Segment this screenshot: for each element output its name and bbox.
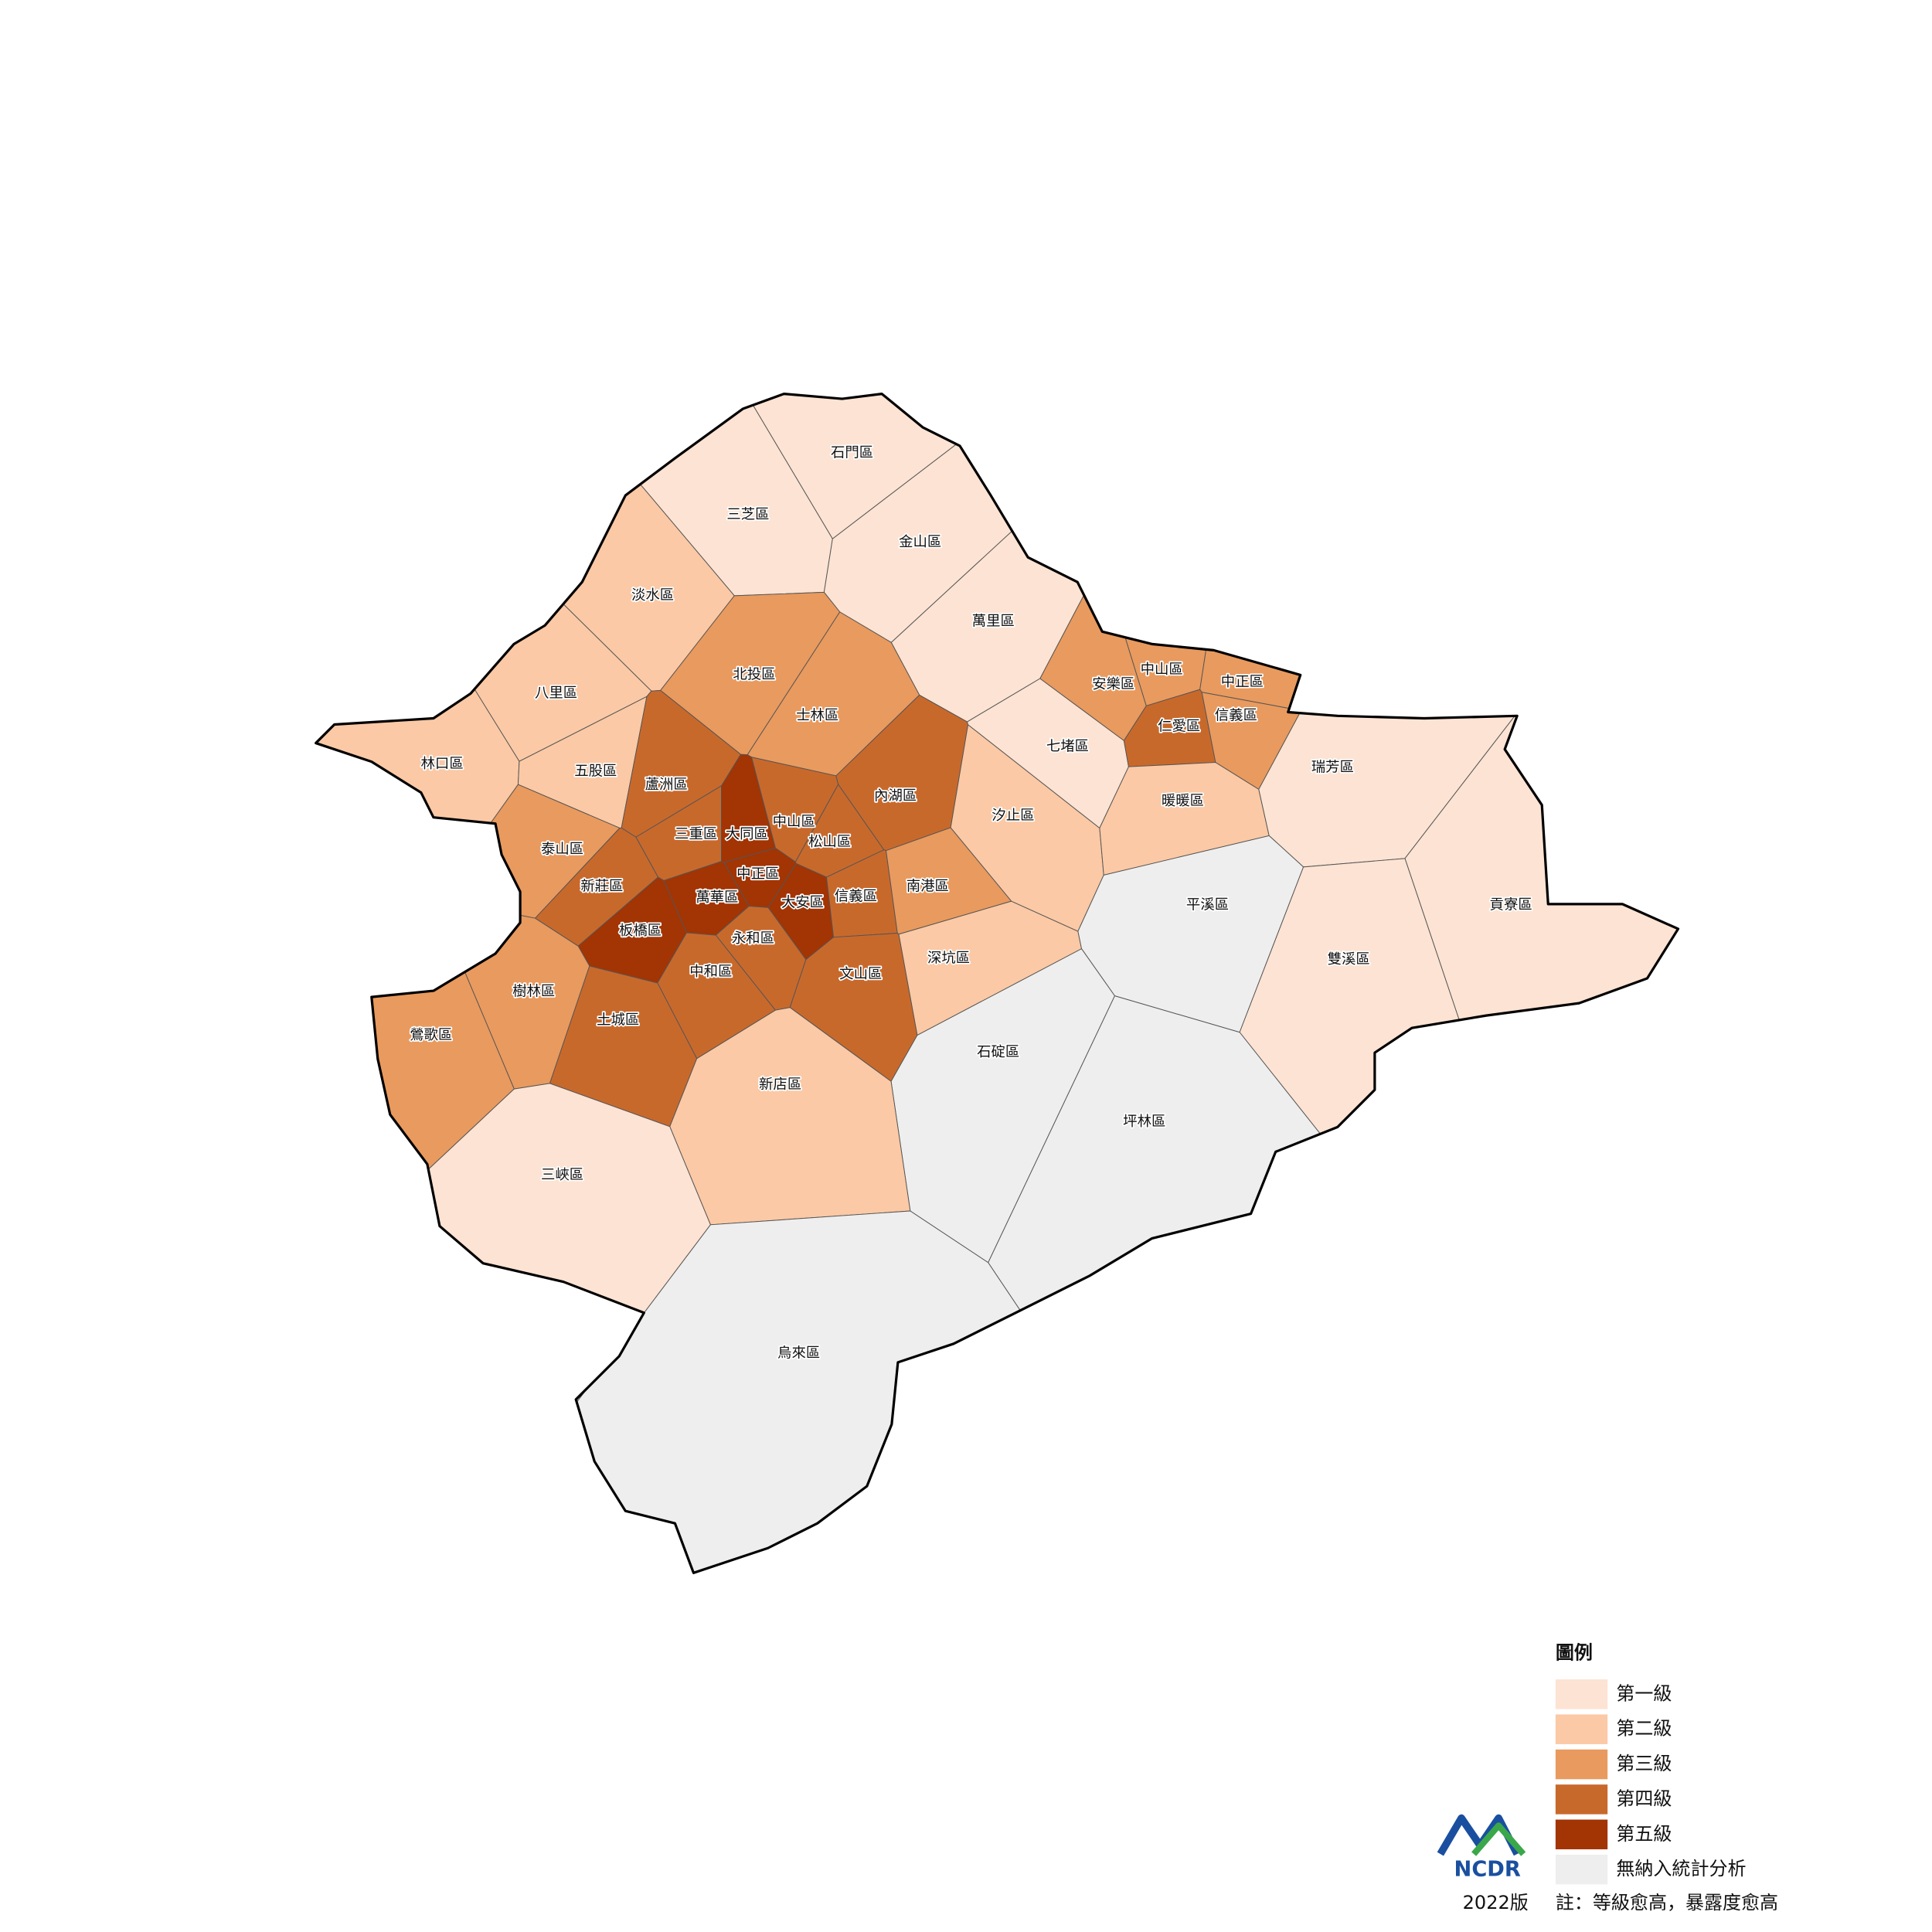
district-label: 坪林區 — [1123, 1114, 1165, 1130]
legend-title: 圖例 — [1556, 1641, 1593, 1663]
district-label: 大安區 — [781, 894, 824, 910]
legend-swatch — [1555, 1679, 1608, 1709]
district-label: 平溪區 — [1186, 897, 1229, 913]
district-label: 鶯歌區 — [410, 1027, 452, 1043]
district — [315, 401, 520, 900]
district-label: 中山區 — [1141, 662, 1183, 678]
legend-label: 第四級 — [1616, 1787, 1672, 1809]
district-label: 信義區 — [835, 888, 877, 904]
district-label: 石門區 — [831, 445, 873, 461]
district-label: 貢寮區 — [1490, 897, 1532, 913]
district-labels: 石門區三芝區金山區萬里區淡水區八里區林口區 五股區北投區士林區蘆洲區泰山區三重區大… — [408, 444, 1533, 1363]
district-label: 南港區 — [906, 878, 949, 894]
district-label: 中和區 — [689, 964, 732, 980]
city-boundary — [315, 393, 1680, 1574]
district-label: 五股區 — [574, 763, 617, 779]
district-label: 金山區 — [899, 534, 941, 550]
district — [1404, 478, 1679, 1573]
district-label: 林口區 — [421, 756, 464, 772]
district-label: 新店區 — [759, 1077, 801, 1093]
legend-label: 第三級 — [1616, 1753, 1672, 1774]
district-label: 信義區 — [1215, 707, 1257, 723]
legend-swatch — [1555, 1784, 1608, 1815]
district-label: 烏來區 — [777, 1345, 820, 1362]
legend-swatch — [1555, 1854, 1608, 1885]
district-label: 暖暖區 — [1162, 793, 1204, 809]
district-label: 深坑區 — [927, 950, 970, 966]
district-label: 土城區 — [597, 1012, 639, 1029]
legend-label: 第一級 — [1616, 1682, 1672, 1704]
legend-swatch — [1555, 1714, 1608, 1744]
district-label: 仁愛區 — [1158, 719, 1200, 735]
district-label: 永和區 — [732, 930, 774, 947]
district-label: 蘆洲區 — [645, 777, 688, 793]
note: 註：等級愈高，暴露度愈高 — [1556, 1892, 1778, 1913]
district-label: 萬里區 — [972, 614, 1015, 630]
legend-swatch — [1555, 1749, 1608, 1780]
district-label: 七堵區 — [1046, 738, 1089, 754]
district-label: 泰山區 — [541, 841, 583, 857]
district-label: 松山區 — [808, 834, 851, 850]
district-label: 淡水區 — [631, 587, 674, 604]
district-label: 三芝區 — [726, 507, 769, 523]
district-label: 內湖區 — [874, 787, 917, 804]
district-label: 士林區 — [796, 707, 838, 723]
district — [1199, 393, 1623, 712]
legend-swatch — [1555, 1819, 1608, 1850]
legend-label: 無納入統計分析 — [1616, 1858, 1746, 1879]
district-label: 瑞芳區 — [1311, 760, 1354, 776]
district-label: 三峽區 — [541, 1167, 583, 1183]
legend-label: 第五級 — [1616, 1823, 1672, 1845]
edition: 2022版 — [1463, 1892, 1529, 1913]
district-label: 汐止區 — [992, 808, 1034, 824]
districts — [315, 393, 1679, 1573]
logo: NCDR — [1437, 1814, 1526, 1881]
district-label: 石碇區 — [977, 1044, 1019, 1060]
district-label: 雙溪區 — [1328, 951, 1370, 968]
district-label: 中山區 — [773, 814, 815, 830]
district-label: 北投區 — [733, 666, 775, 682]
district-label: 八里區 — [535, 685, 577, 701]
district-label: 中正區 — [736, 866, 779, 882]
logo-text: NCDR — [1454, 1857, 1521, 1881]
district-label: 樹林區 — [512, 984, 555, 1000]
district — [669, 1007, 911, 1226]
district-label: 新莊區 — [580, 878, 623, 894]
map: 石門區三芝區金山區萬里區淡水區八里區林口區 五股區北投區士林區蘆洲區泰山區三重區大… — [315, 393, 1778, 1913]
district-label: 三重區 — [675, 826, 717, 842]
district-label: 板橋區 — [619, 923, 662, 939]
legend-label: 第二級 — [1616, 1718, 1672, 1740]
district-label: 大同區 — [726, 826, 768, 842]
district-label: 文山區 — [839, 966, 882, 982]
district-label: 中正區 — [1221, 674, 1264, 690]
district-label: 萬華區 — [696, 889, 738, 906]
district-label: 安樂區 — [1092, 676, 1134, 692]
